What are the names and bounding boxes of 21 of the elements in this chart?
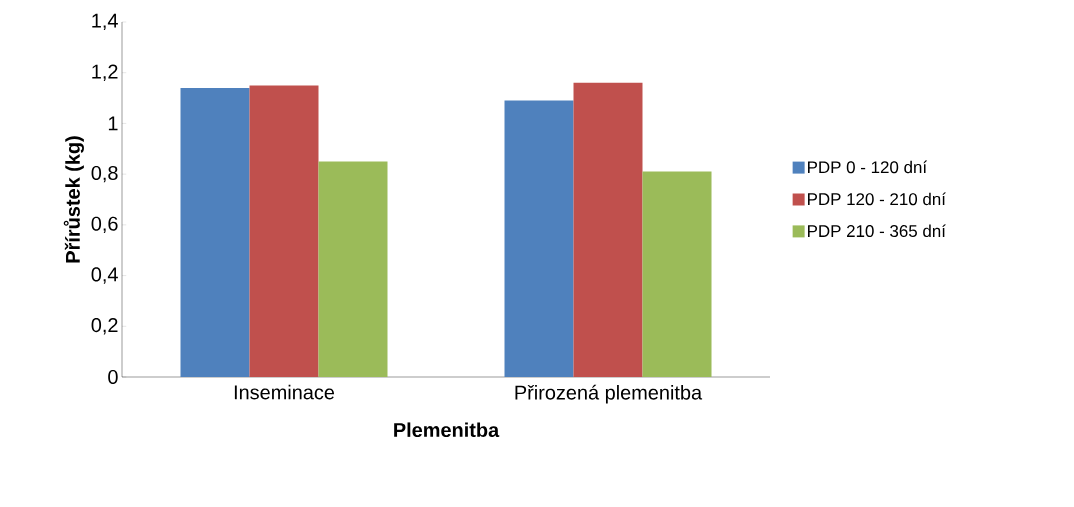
bar [180,87,250,377]
bar [642,171,712,377]
x-tick-label: Přirozená plemenitba [515,384,703,404]
y-tick-label: 1,4 [92,13,118,31]
x-tick-label: Inseminace [234,384,335,400]
y-tick-label: 0,8 [91,165,118,183]
y-tick-label: 0,4 [91,267,118,284]
y-tick-label: 1,2 [92,64,118,81]
legend-label: PDP 210 - 365 dní [808,224,946,238]
x-axis-title: Plemenitba [394,422,500,438]
bar [504,100,574,377]
bar [249,85,319,377]
legend-label: PDP 0 - 120 dní [808,160,928,174]
legend-label: PDP 120 - 210 dní [808,192,946,206]
y-tick-label: 0 [108,369,118,385]
bar [573,82,643,377]
y-tick-label: 1 [108,116,118,131]
y-axis-title: Přírůstek (kg) [63,136,84,263]
y-tick-label: 0,6 [91,216,118,234]
y-tick-label: 0,2 [91,318,118,335]
bar [318,161,388,377]
